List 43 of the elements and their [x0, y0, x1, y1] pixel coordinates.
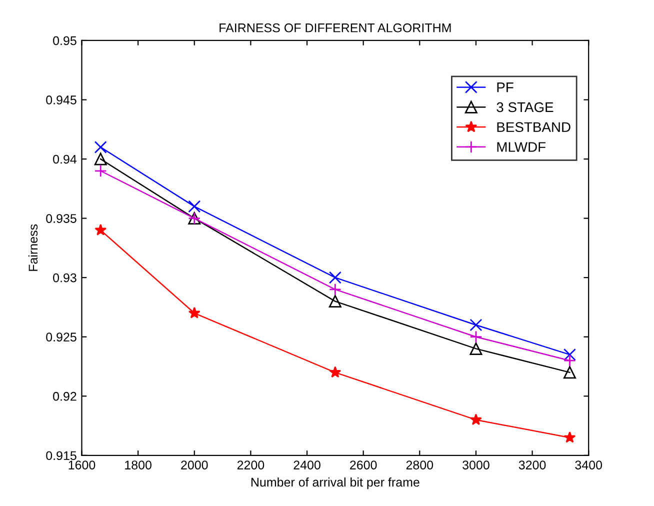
point	[328, 295, 342, 308]
y-tick-label: 0.95	[53, 36, 76, 46]
x-tick-label: 1800	[125, 460, 152, 470]
x-tick-label: 3200	[518, 460, 546, 470]
x-tick-label: 2600	[350, 460, 377, 470]
y-tick-label: 0.935	[46, 214, 76, 223]
x-tick-label: 2400	[294, 460, 320, 470]
x-axis-title: Number of arrival bit per frame	[251, 477, 420, 490]
point	[94, 140, 107, 154]
point	[188, 200, 201, 213]
point	[470, 342, 482, 355]
chart-title: FAIRNESS OF DIFFERENT ALGORITHM	[220, 23, 451, 32]
x-tick-label: 3400	[575, 460, 602, 470]
point	[328, 283, 342, 296]
point	[94, 164, 107, 178]
x-tick-label: 1600	[68, 460, 96, 470]
legend-label: BESTBAND	[497, 122, 570, 132]
point	[329, 366, 342, 378]
point	[188, 306, 200, 318]
point	[470, 414, 482, 426]
legend-label: PF	[497, 82, 514, 92]
x-tick-label: 2800	[406, 460, 434, 470]
y-tick-label: 0.92	[53, 392, 76, 401]
point	[563, 348, 576, 361]
point	[94, 152, 107, 166]
point	[470, 330, 482, 344]
y-tick-label: 0.915	[46, 451, 76, 460]
legend-label: MLWDF	[497, 142, 546, 152]
y-tick-label: 0.945	[46, 96, 76, 104]
x-tick-label: 2200	[237, 460, 264, 470]
y-tick-label: 0.925	[46, 332, 76, 342]
point	[563, 366, 576, 379]
y-tick-label: 0.94	[53, 154, 77, 164]
point	[470, 318, 482, 332]
point	[94, 224, 107, 236]
x-tick-label: 3000	[462, 460, 490, 470]
legend-label: 3 STAGE	[496, 102, 554, 112]
x-tick-label: 2000	[181, 460, 208, 470]
y-axis-title: Fairness	[28, 224, 38, 271]
point	[564, 431, 576, 443]
point	[328, 271, 342, 284]
y-tick-label: 0.93	[53, 273, 76, 282]
point	[563, 354, 576, 367]
